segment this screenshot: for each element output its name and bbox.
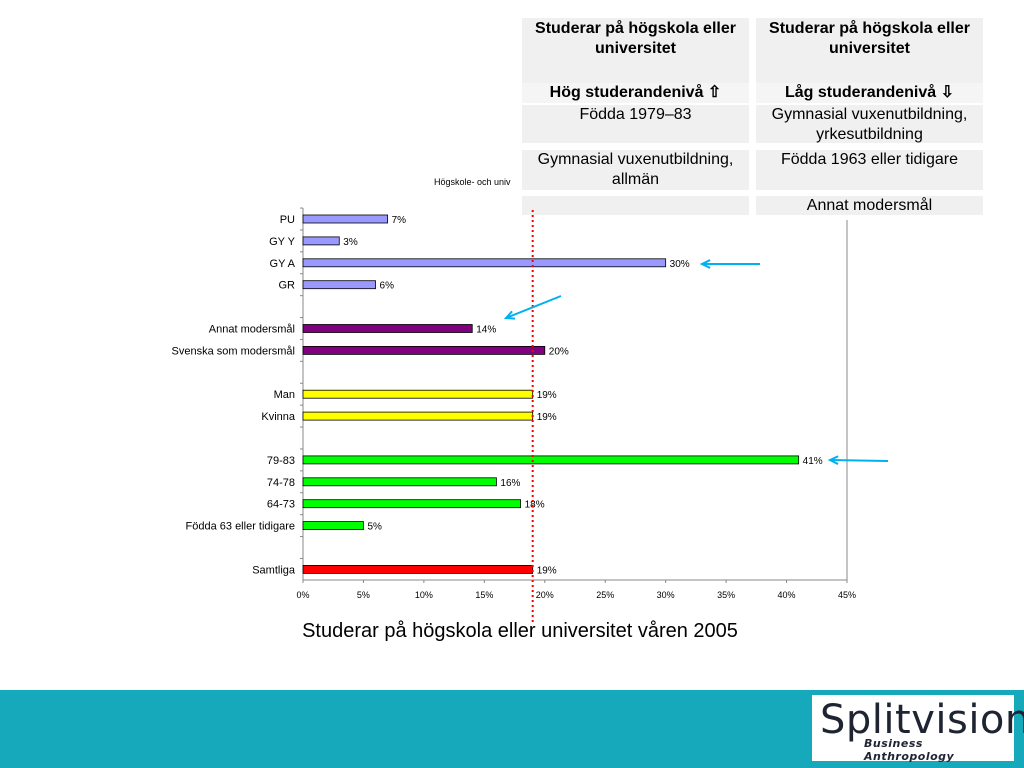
arrow-shaft — [829, 459, 889, 462]
left-header-text: Studerar på högskola eller universitet — [535, 20, 736, 57]
x-tick-label: 35% — [717, 590, 735, 600]
category-label: Samtliga — [252, 564, 296, 576]
arrow-gy-a — [699, 259, 760, 269]
bar-5 — [302, 345, 546, 355]
bar-4 — [302, 324, 473, 333]
x-tick-label: 20% — [536, 590, 554, 600]
data-label: 6% — [380, 281, 395, 292]
category-label: Kvinna — [261, 411, 296, 423]
category-label: Födda 63 eller tidigare — [186, 521, 295, 533]
arrow-head — [503, 310, 516, 320]
plot-area: 0% 5% 10% 15% 20% 25% 30% 35% 40% 45% PU 7% GY Y 3% GY… — [172, 207, 856, 600]
x-tick-label: 30% — [657, 590, 675, 600]
data-label: 19% — [537, 390, 557, 401]
bar-8 — [302, 455, 800, 465]
slide-caption: Studerar på högskola eller universitet v… — [302, 620, 738, 642]
row-2-left: Gymnasial vuxenutbildning, allmän — [522, 150, 749, 190]
bar-6 — [302, 389, 534, 399]
x-tick-label: 5% — [357, 590, 370, 600]
data-label: 41% — [803, 456, 823, 467]
data-label: 14% — [476, 325, 496, 336]
data-label: 3% — [343, 237, 358, 248]
bar-9 — [302, 477, 497, 487]
row-3-left — [522, 196, 749, 215]
bar-10 — [302, 499, 522, 509]
category-label: 64-73 — [267, 499, 295, 511]
data-label: 16% — [500, 478, 520, 489]
data-label: 7% — [392, 215, 407, 226]
category-label: GY A — [270, 258, 296, 270]
row-1-left: Födda 1979–83 — [522, 105, 749, 143]
row-3-right: Annat modersmål — [756, 196, 983, 215]
logo-tagline: Business Anthropology — [864, 737, 955, 763]
splitvision-logo: Splitvision Business Anthropology — [812, 695, 1024, 763]
chart-title-partial: Högskole- och univ — [434, 177, 511, 187]
data-label: 18% — [525, 500, 545, 511]
bar-12 — [302, 565, 534, 574]
category-label: GY Y — [269, 236, 296, 248]
right-header-cell: Studerar på högskola eller universitet L… — [756, 18, 983, 103]
arrow-shaft — [505, 295, 562, 319]
row-2-right: Födda 1963 eller tidigare — [756, 150, 983, 190]
bar-0 — [302, 214, 389, 224]
category-label: 74-78 — [267, 477, 295, 489]
arrow-head — [699, 259, 711, 269]
arrow-annat-modersmal — [503, 295, 562, 320]
right-subheader: Låg studerandenivå ⇩ — [756, 83, 983, 103]
data-label: 5% — [367, 522, 382, 533]
right-header-text: Studerar på högskola eller universitet — [769, 20, 970, 57]
left-subheader: Hög studerandenivå ⇧ — [522, 83, 749, 103]
arrow-79-83 — [827, 455, 889, 465]
category-label: PU — [280, 214, 295, 226]
bar-7 — [302, 411, 534, 421]
x-tick-label: 40% — [778, 590, 796, 600]
left-header-cell: Studerar på högskola eller universitet H… — [522, 18, 749, 103]
data-label: 20% — [549, 346, 569, 357]
x-tick-label: 10% — [415, 590, 433, 600]
bar-1 — [302, 236, 340, 246]
x-tick-label: 25% — [596, 590, 614, 600]
x-tick-label: 0% — [296, 590, 309, 600]
data-label: 19% — [537, 412, 557, 423]
bar-3 — [302, 280, 376, 290]
data-label: 30% — [670, 259, 690, 270]
bar-11 — [302, 521, 364, 530]
data-label: 19% — [537, 565, 557, 576]
category-label: 79-83 — [267, 455, 295, 467]
category-label: GR — [279, 280, 296, 292]
bar-2 — [302, 258, 667, 268]
x-tick-label: 15% — [475, 590, 493, 600]
logo-wordmark: Splitvision — [820, 697, 1024, 743]
row-1-right: Gymnasial vuxenutbildning, yrkesutbildni… — [756, 105, 983, 143]
category-label: Svenska som modersmål — [172, 345, 296, 357]
arrow-head — [827, 455, 839, 465]
x-tick-label: 45% — [838, 590, 856, 600]
category-label: Man — [274, 389, 295, 401]
category-label: Annat modersmål — [209, 324, 295, 336]
